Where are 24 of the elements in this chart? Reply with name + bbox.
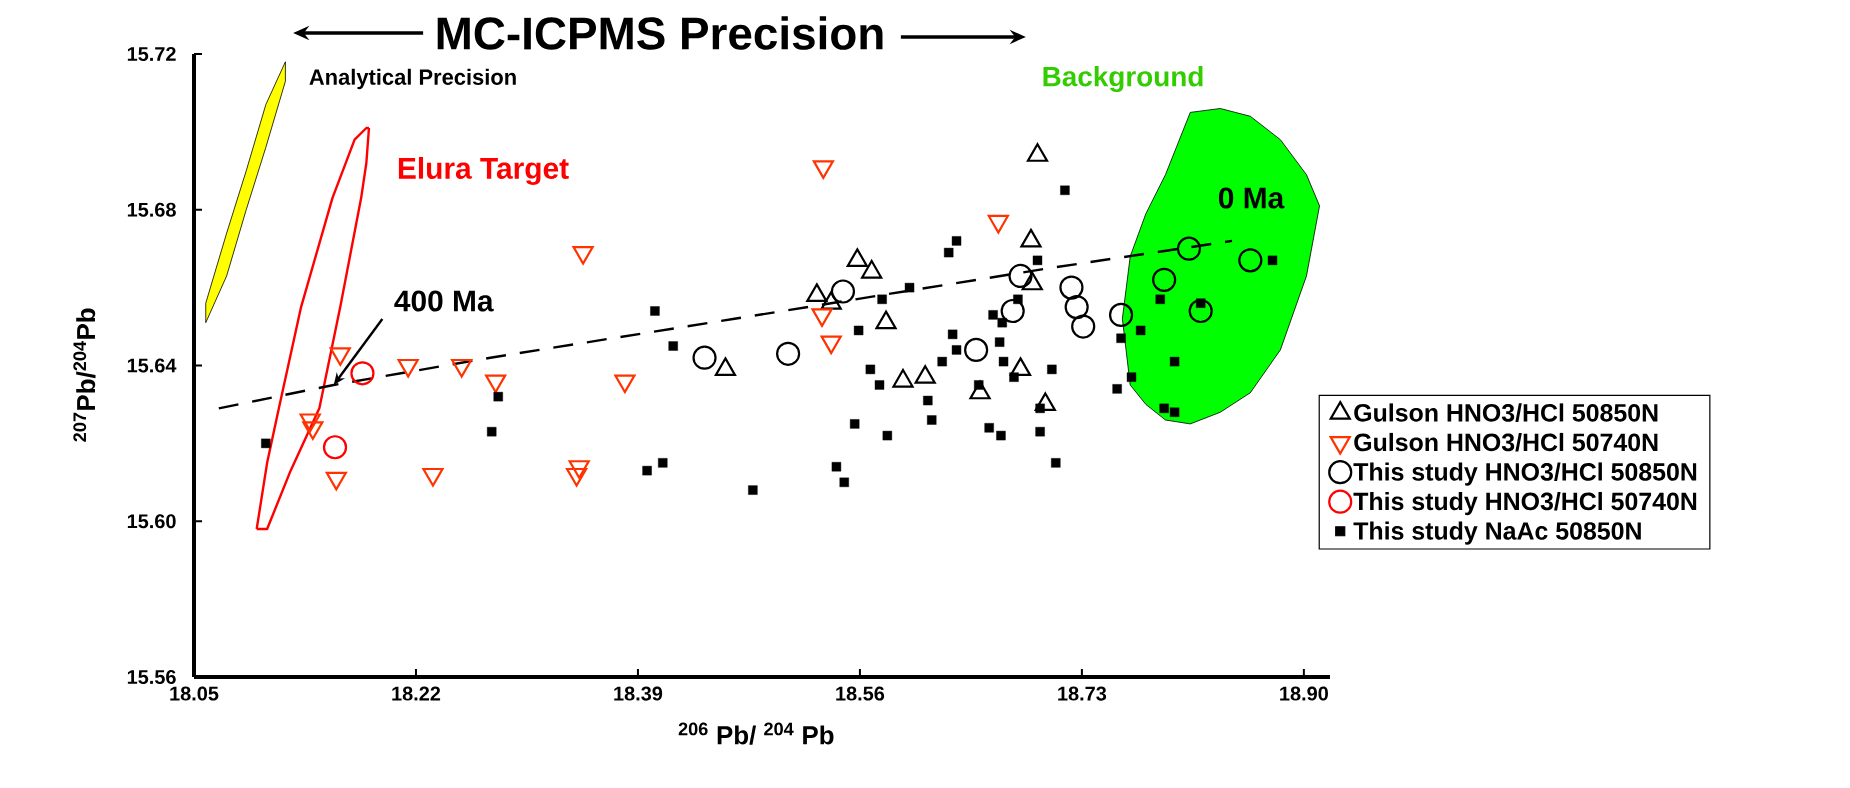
annotation: 0 Ma (1218, 187, 1285, 209)
x-tick-label: 18.73 (1058, 686, 1107, 701)
y-tick-label: 15.72 (127, 46, 176, 62)
y-tick-label: 15.56 (127, 669, 176, 685)
x-tick-label: 18.90 (1280, 686, 1328, 701)
annotation: Analytical Precision (309, 68, 516, 90)
legend-label: This study NaAc 50850N (1353, 521, 1641, 545)
x-tick-label: 18.05 (170, 686, 219, 701)
annotation: 400 Ma (394, 290, 494, 312)
y-axis-title: $^{207}$Pb/$^{204}$Pb (73, 308, 96, 442)
legend-label: Gulson HNO3/HCl 50850N (1354, 403, 1658, 422)
chart-title: MC-ICPMS Precision (437, 16, 883, 50)
x-tick-label: 18.39 (614, 686, 663, 701)
y-tick-label: 15.60 (127, 514, 176, 529)
y-tick-label: 15.68 (127, 202, 176, 217)
legend-label: This study HNO3/HCl 50850N (1353, 462, 1697, 486)
annotation: Elura Target (398, 157, 569, 185)
x-axis-title: $^{206}$ Pb/ $^{204}$ Pb (678, 722, 834, 745)
y-tick-label: 15.64 (127, 358, 177, 373)
x-tick-label: 18.22 (392, 686, 441, 701)
legend-label: Gulson HNO3/HCl 50740N (1354, 432, 1658, 452)
legend-label: This study HNO3/HCl 50740N (1353, 491, 1697, 516)
annotation: Background (1043, 65, 1203, 93)
x-tick-label: 18.56 (836, 686, 885, 701)
